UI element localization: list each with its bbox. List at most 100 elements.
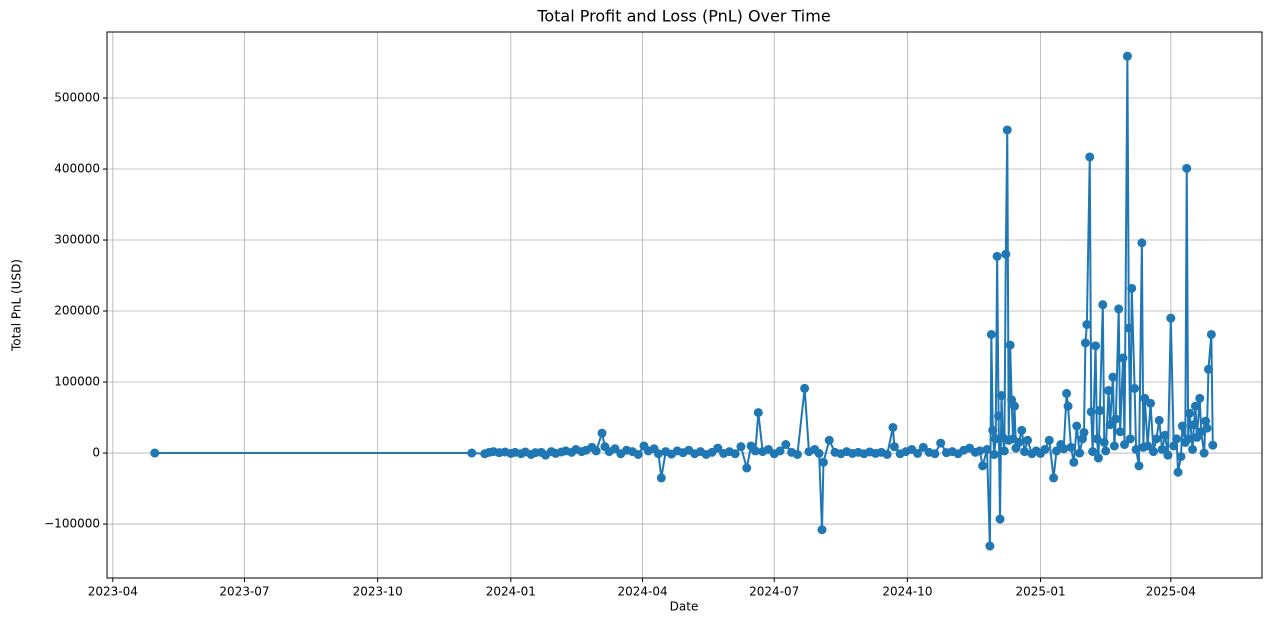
data-point	[1114, 304, 1124, 314]
data-point	[824, 435, 834, 445]
data-point	[1044, 435, 1054, 445]
data-point	[1146, 398, 1156, 408]
data-point	[467, 448, 477, 458]
data-point	[1143, 441, 1153, 451]
x-tick-label: 2025-04	[1146, 585, 1196, 599]
data-point	[982, 444, 992, 454]
x-axis-label: Date	[670, 600, 699, 614]
x-tick-label: 2025-01	[1015, 585, 1065, 599]
data-point	[1075, 448, 1085, 458]
y-tick-label: 300000	[54, 233, 100, 247]
data-point	[775, 446, 785, 456]
data-point	[1130, 383, 1140, 393]
data-point	[1208, 440, 1218, 450]
data-point	[1023, 435, 1033, 445]
data-point	[995, 514, 1005, 524]
data-point	[1104, 386, 1114, 396]
y-tick-label: 500000	[54, 91, 100, 105]
data-point	[1095, 405, 1105, 415]
data-point	[986, 329, 996, 339]
data-point	[999, 446, 1009, 456]
data-point	[988, 425, 998, 435]
data-point	[978, 461, 988, 471]
data-point	[742, 463, 752, 473]
x-tick-label: 2024-10	[882, 585, 932, 599]
y-tick-label: 200000	[54, 304, 100, 318]
data-point	[818, 457, 828, 467]
data-point	[1020, 447, 1030, 457]
x-tick-label: 2023-10	[353, 585, 403, 599]
data-point	[936, 438, 946, 448]
data-point	[1010, 401, 1019, 411]
data-point	[1105, 420, 1115, 430]
data-point	[1122, 51, 1132, 61]
data-point	[1091, 341, 1101, 351]
data-point	[1125, 434, 1135, 444]
data-point	[750, 446, 760, 456]
data-point	[1040, 444, 1050, 454]
data-point	[1051, 446, 1061, 456]
x-tick-label: 2024-01	[486, 585, 536, 599]
data-point	[800, 383, 810, 393]
data-point	[1111, 414, 1121, 424]
data-point	[1124, 323, 1134, 333]
data-point	[1120, 440, 1129, 450]
data-point	[656, 473, 666, 483]
x-tick-label: 2023-04	[88, 585, 138, 599]
data-point	[1066, 442, 1076, 452]
data-point	[1188, 444, 1198, 454]
data-line	[154, 55, 1214, 548]
data-point	[996, 391, 1006, 401]
chart-title: Total Profit and Loss (PnL) Over Time	[536, 7, 830, 26]
data-point	[1154, 415, 1164, 425]
data-point	[1183, 434, 1193, 444]
data-point	[1109, 441, 1119, 451]
data-point	[1079, 427, 1089, 437]
data-point	[1166, 313, 1176, 323]
data-point	[1001, 249, 1011, 259]
data-point	[975, 446, 985, 456]
data-point	[1072, 421, 1082, 431]
data-point	[1157, 444, 1167, 454]
data-point	[989, 449, 999, 459]
data-point	[1118, 353, 1128, 363]
data-point	[1189, 420, 1199, 430]
data-point	[597, 428, 607, 438]
x-tick-label: 2024-04	[617, 585, 667, 599]
y-tick-label: 0	[92, 446, 100, 460]
data-point	[1082, 320, 1092, 330]
data-point	[1086, 407, 1096, 417]
data-point	[1049, 473, 1059, 483]
data-point	[1199, 448, 1209, 458]
data-point	[1131, 444, 1141, 454]
data-point	[653, 449, 663, 459]
y-tick-label: 400000	[54, 162, 100, 176]
data-point	[1190, 401, 1200, 411]
data-point	[1115, 427, 1125, 437]
data-point	[930, 449, 940, 459]
data-point	[1014, 437, 1024, 447]
x-tick-label: 2024-07	[749, 585, 799, 599]
data-point	[1176, 452, 1186, 462]
data-point	[992, 251, 1002, 261]
data-point	[1177, 421, 1187, 431]
data-point	[1098, 300, 1108, 310]
data-point	[1005, 340, 1015, 350]
data-point	[985, 541, 995, 551]
data-point	[1099, 437, 1109, 447]
data-point	[1063, 401, 1073, 411]
data-point	[792, 449, 802, 459]
data-point	[994, 411, 1004, 421]
data-point	[1080, 338, 1090, 348]
data-point	[591, 446, 601, 456]
data-point	[1002, 125, 1012, 135]
data-point	[736, 442, 746, 452]
data-point	[1088, 447, 1098, 457]
data-point	[1069, 457, 1079, 467]
y-axis-label: Total PnL (USD)	[10, 259, 24, 352]
data-point	[713, 443, 723, 453]
data-point	[1206, 329, 1216, 339]
data-point	[1182, 163, 1192, 173]
data-point	[1101, 446, 1111, 456]
data-point	[1160, 430, 1170, 440]
